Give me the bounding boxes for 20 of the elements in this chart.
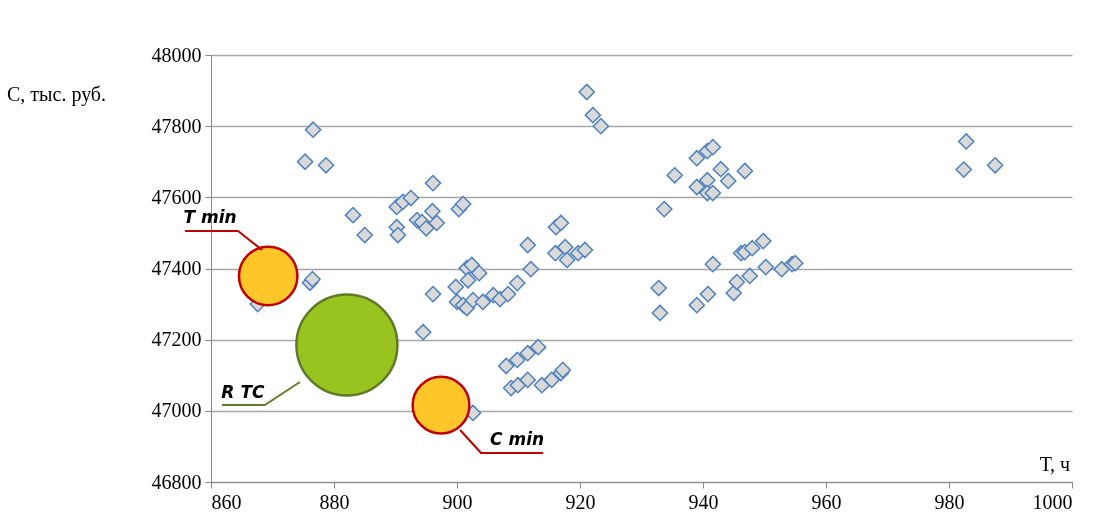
y-tick-label: 46800 bbox=[151, 470, 202, 493]
annotation: C min bbox=[490, 429, 545, 450]
x-tick-label: 900 bbox=[442, 490, 473, 513]
x-tick-label: 1000 bbox=[1032, 490, 1073, 513]
x-tick-label: 980 bbox=[934, 490, 965, 513]
x-tick-label: 940 bbox=[688, 490, 719, 513]
annotation: R TC bbox=[221, 382, 265, 402]
x-tick-label: 920 bbox=[565, 490, 596, 513]
annotation: T min bbox=[183, 207, 237, 227]
y-tick-label: 48000 bbox=[151, 43, 202, 66]
x-tick-label: 960 bbox=[811, 490, 842, 513]
y-axis-title: С, тыс. руб. bbox=[7, 83, 107, 106]
x-axis-title: Т, ч bbox=[1039, 453, 1070, 475]
y-tick-label: 47200 bbox=[151, 328, 202, 351]
y-tick-label: 47400 bbox=[151, 257, 202, 279]
y-tick-label: 47800 bbox=[151, 114, 202, 137]
x-tick-label: 860 bbox=[211, 490, 242, 513]
x-tick-label: 880 bbox=[319, 490, 350, 513]
y-tick-label: 47600 bbox=[151, 185, 202, 208]
y-tick-label: 47000 bbox=[151, 399, 202, 422]
